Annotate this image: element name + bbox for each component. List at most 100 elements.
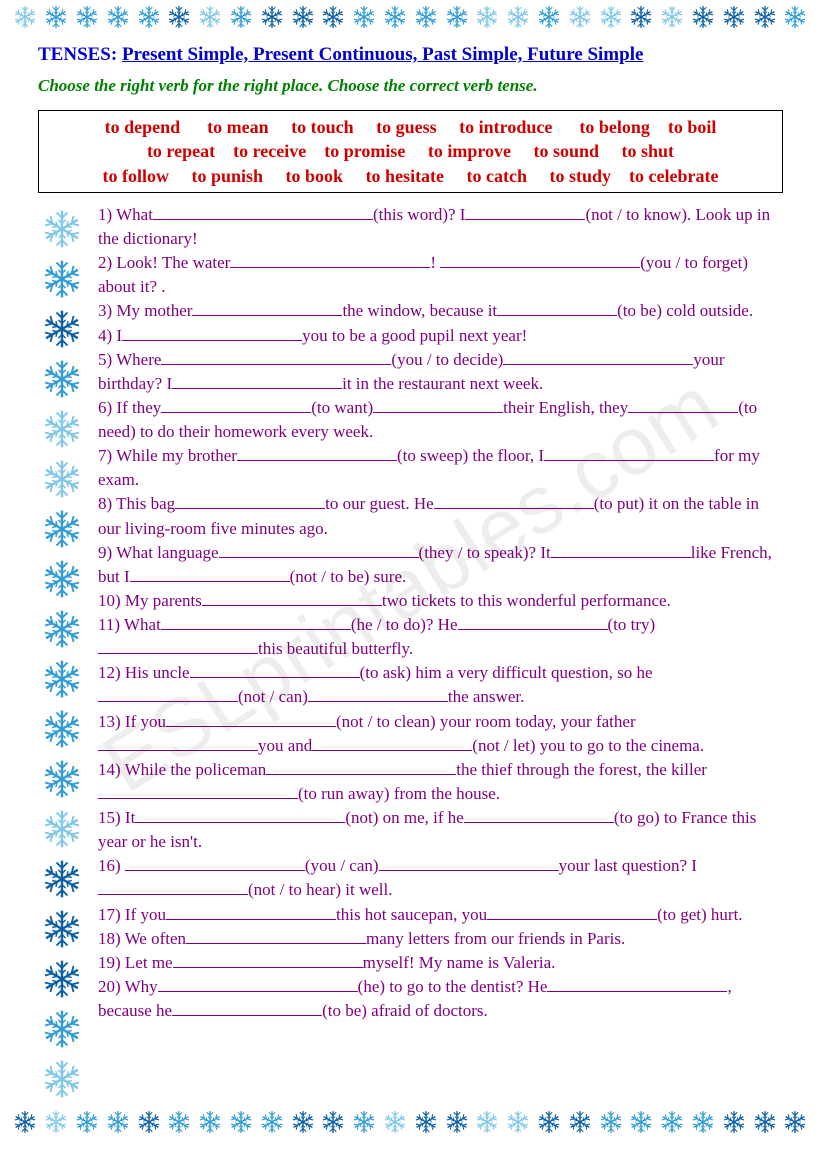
snowflake-icon: [40, 707, 84, 751]
fill-blank[interactable]: [130, 566, 290, 581]
question-text: myself! My name is Valeria.: [363, 953, 556, 972]
snowflake-icon: [290, 4, 316, 30]
fill-blank[interactable]: [98, 784, 298, 799]
question-item: 13) If you(not / to clean) your room tod…: [98, 710, 783, 758]
fill-blank[interactable]: [237, 446, 397, 461]
fill-blank[interactable]: [172, 1001, 322, 1016]
fill-blank[interactable]: [158, 977, 358, 992]
fill-blank[interactable]: [434, 494, 594, 509]
fill-blank[interactable]: [628, 398, 738, 413]
question-number: 7): [98, 446, 116, 465]
fill-blank[interactable]: [175, 494, 325, 509]
question-number: 12): [98, 663, 125, 682]
fill-blank[interactable]: [161, 615, 351, 630]
snowflake-icon: [382, 1109, 408, 1135]
question-number: 17): [98, 905, 125, 924]
snowflake-icon: [782, 1109, 808, 1135]
fill-blank[interactable]: [98, 735, 258, 750]
question-item: 5) Where(you / to decide)your birthday? …: [98, 348, 783, 396]
snowflake-icon: [40, 207, 84, 251]
question-number: 6): [98, 398, 116, 417]
fill-blank[interactable]: [122, 325, 302, 340]
fill-blank[interactable]: [190, 663, 360, 678]
snowflake-icon: [320, 4, 346, 30]
question-text: What: [116, 205, 153, 224]
snowflake-icon: [74, 4, 100, 30]
fill-blank[interactable]: [172, 373, 342, 388]
fill-blank[interactable]: [135, 808, 345, 823]
fill-blank[interactable]: [464, 808, 614, 823]
snowflake-icon: [690, 1109, 716, 1135]
fill-blank[interactable]: [125, 856, 305, 871]
fill-blank[interactable]: [219, 542, 419, 557]
question-text: My parents: [125, 591, 202, 610]
snowflake-icon: [598, 4, 624, 30]
fill-blank[interactable]: [440, 253, 640, 268]
question-item: 17) If youthis hot saucepan, you(to get)…: [98, 903, 783, 927]
question-text: (this word)? I: [373, 205, 466, 224]
question-number: 18): [98, 929, 125, 948]
fill-blank[interactable]: [544, 446, 714, 461]
fill-blank[interactable]: [465, 205, 585, 220]
question-number: 13): [98, 712, 125, 731]
question-text: many letters from our friends in Paris.: [366, 929, 625, 948]
fill-blank[interactable]: [192, 301, 342, 316]
fill-blank[interactable]: [98, 639, 258, 654]
question-text: the answer.: [448, 687, 524, 706]
fill-blank[interactable]: [551, 542, 691, 557]
question-text: His uncle: [125, 663, 190, 682]
fill-blank[interactable]: [547, 977, 727, 992]
snowflake-icon: [136, 1109, 162, 1135]
fill-blank[interactable]: [98, 687, 238, 702]
question-text: My mother: [116, 301, 192, 320]
fill-blank[interactable]: [161, 398, 311, 413]
fill-blank[interactable]: [173, 952, 363, 967]
question-text: (to get) hurt.: [657, 905, 742, 924]
fill-blank[interactable]: [497, 301, 617, 316]
worksheet-page: ESLprintables.com: [0, 0, 821, 1169]
question-text: (not / let) you to go to the cinema.: [472, 736, 704, 755]
fill-blank[interactable]: [166, 711, 336, 726]
verb-line: to depend to mean to touch to guess to i…: [45, 115, 776, 139]
question-text: Why: [125, 977, 158, 996]
question-text: It: [125, 808, 135, 827]
question-text: (not / to hear) it well.: [248, 880, 392, 899]
question-text: two tickets to this wonderful performanc…: [382, 591, 671, 610]
fill-blank[interactable]: [458, 615, 608, 630]
question-text: (you / to decide): [391, 350, 503, 369]
fill-blank[interactable]: [487, 904, 657, 919]
fill-blank[interactable]: [161, 349, 391, 364]
snowflake-icon: [752, 1109, 778, 1135]
fill-blank[interactable]: [153, 205, 373, 220]
question-item: 18) We oftenmany letters from our friend…: [98, 927, 783, 951]
question-text: (you / can): [305, 856, 379, 875]
question-item: 8) This bagto our guest. He(to put) it o…: [98, 492, 783, 540]
fill-blank[interactable]: [230, 253, 430, 268]
fill-blank[interactable]: [166, 904, 336, 919]
fill-blank[interactable]: [202, 591, 382, 606]
fill-blank[interactable]: [186, 928, 366, 943]
title-prefix: TENSES:: [38, 44, 122, 65]
question-text: Where: [116, 350, 161, 369]
snowflake-icon: [40, 1007, 84, 1051]
snowflake-icon: [721, 1109, 747, 1135]
snowflake-icon: [259, 4, 285, 30]
snowflake-icon: [105, 1109, 131, 1135]
snowflake-icon: [628, 4, 654, 30]
fill-blank[interactable]: [373, 398, 503, 413]
fill-blank[interactable]: [266, 759, 456, 774]
fill-blank[interactable]: [379, 856, 559, 871]
question-text: What language: [116, 543, 218, 562]
snowflake-icon: [444, 1109, 470, 1135]
question-text: their English, they: [503, 398, 628, 417]
fill-blank[interactable]: [98, 880, 248, 895]
instruction-text: Choose the right verb for the right plac…: [38, 76, 783, 96]
snowflake-icon: [474, 1109, 500, 1135]
snowflake-icon: [628, 1109, 654, 1135]
fill-blank[interactable]: [312, 735, 472, 750]
side-snowflake-column: [38, 203, 86, 1101]
question-item: 15) It(not) on me, if he(to go) to Franc…: [98, 806, 783, 854]
question-text: (to be) cold outside.: [617, 301, 753, 320]
fill-blank[interactable]: [503, 349, 693, 364]
fill-blank[interactable]: [308, 687, 448, 702]
